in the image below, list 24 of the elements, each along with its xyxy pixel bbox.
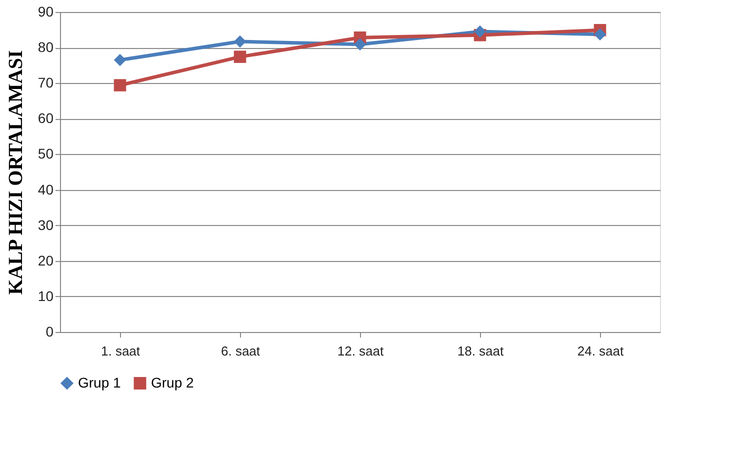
point bbox=[234, 50, 246, 63]
y-tick-label: 90 bbox=[38, 4, 54, 20]
y-tick-label: 0 bbox=[46, 324, 54, 340]
x-tick-label: 1. saat bbox=[100, 344, 140, 358]
legend-label: Grup 1 bbox=[78, 374, 122, 390]
x-tick-label: 24. saat bbox=[577, 344, 624, 358]
x-tick-label: 12. saat bbox=[337, 344, 384, 358]
y-tick-label: 80 bbox=[38, 39, 54, 56]
point bbox=[354, 38, 366, 50]
legend-label: Grup 2 bbox=[151, 374, 194, 390]
point bbox=[114, 79, 126, 92]
y-tick-label: 60 bbox=[38, 110, 54, 126]
point bbox=[474, 25, 486, 38]
y-tick-label: 40 bbox=[38, 181, 54, 198]
y-axis-title: KALP HIZI ORTALAMASI bbox=[4, 50, 27, 295]
point bbox=[114, 54, 126, 66]
x-tick-label: 18. saat bbox=[457, 344, 504, 358]
y-tick-label: 10 bbox=[38, 288, 54, 304]
y-tick-label: 20 bbox=[38, 252, 54, 268]
y-tick-label: 70 bbox=[38, 74, 54, 91]
point bbox=[594, 28, 606, 41]
y-tick-label: 30 bbox=[38, 216, 54, 233]
x-tick-label: 6. saat bbox=[220, 344, 260, 358]
y-tick-label: 50 bbox=[38, 146, 54, 162]
